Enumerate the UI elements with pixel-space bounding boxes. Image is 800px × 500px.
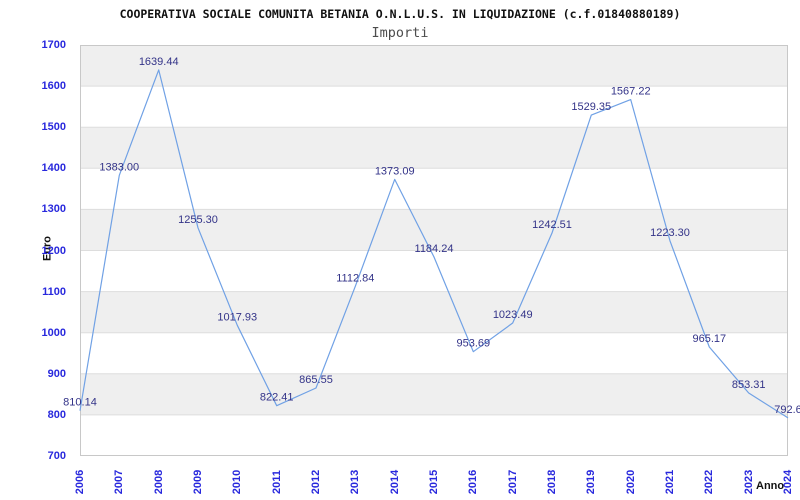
x-tick-label: 2009	[192, 469, 204, 495]
x-tick-label: 2017	[506, 469, 519, 495]
data-point-label: 822.41	[260, 392, 294, 404]
data-point-label: 965.17	[692, 333, 726, 345]
data-point-label: 1373.09	[375, 165, 415, 177]
x-tick-label: 2013	[349, 469, 362, 495]
data-point-label: 792.6	[774, 404, 800, 416]
data-point-label: 853.31	[732, 379, 766, 391]
y-tick-label: 1500	[41, 121, 66, 134]
data-point-label: 1223.30	[650, 227, 690, 239]
x-axis-title: Anno	[756, 480, 785, 492]
y-tick-label: 800	[47, 408, 66, 421]
y-tick-label: 1300	[41, 203, 66, 216]
x-tick-label: 2019	[585, 469, 598, 495]
x-tick-label: 2020	[624, 469, 637, 495]
y-tick-label: 1200	[41, 244, 66, 257]
data-point-label: 1242.51	[532, 219, 572, 231]
x-tick-label: 2012	[310, 469, 322, 495]
plot-band	[80, 127, 788, 169]
data-point-label: 1184.24	[415, 243, 454, 255]
x-tick-label: 2007	[113, 469, 126, 495]
x-tick-label: 2022	[703, 469, 716, 495]
y-tick-label: 1000	[41, 326, 66, 339]
y-tick-label: 1400	[41, 162, 66, 175]
x-tick-label: 2021	[664, 469, 676, 495]
plot-band	[80, 291, 788, 333]
data-point-label: 865.55	[299, 374, 333, 386]
plot-band	[80, 45, 788, 87]
x-tick-label: 2008	[152, 469, 165, 495]
x-tick-label: 2011	[270, 470, 283, 494]
data-point-label: 1023.49	[493, 309, 533, 321]
y-tick-label: 1700	[41, 39, 66, 51]
data-point-label: 810.14	[63, 397, 97, 409]
y-tick-label: 1100	[42, 285, 66, 298]
x-tick-label: 2024	[782, 469, 794, 495]
chart-title: COOPERATIVA SOCIALE COMUNITA BETANIA O.N…	[119, 7, 681, 21]
plot-band	[80, 209, 788, 251]
data-point-label: 1383.00	[99, 161, 139, 173]
x-tick-label: 2015	[428, 469, 440, 495]
data-point-label: 953.69	[456, 338, 490, 350]
x-tick-label: 2018	[546, 469, 558, 495]
plot-band	[80, 373, 788, 415]
y-tick-label: 1600	[41, 80, 66, 93]
data-line	[79, 69, 789, 419]
data-point-label: 1112.84	[336, 272, 374, 284]
x-tick-label: 2016	[467, 469, 480, 495]
data-point-label: 1567.22	[611, 86, 651, 98]
x-tick-label: 2023	[742, 469, 755, 495]
x-tick-label: 2006	[74, 469, 86, 495]
x-tick-label: 2010	[231, 469, 244, 495]
data-point-label: 1639.44	[139, 56, 179, 68]
plot-area: 810.14 1383.00 1639.44 1255.30 1017.93 822.41…	[63, 45, 800, 456]
data-point-label: 1255.30	[178, 214, 218, 226]
y-tick-label: 900	[47, 367, 66, 380]
x-tick-label: 2014	[388, 469, 401, 495]
data-point-label: 1017.93	[217, 311, 257, 323]
y-tick-label: 700	[47, 450, 66, 462]
chart-subtitle: Importi	[371, 25, 429, 41]
plot-border	[80, 45, 788, 456]
data-point-label: 1529.35	[571, 101, 611, 113]
